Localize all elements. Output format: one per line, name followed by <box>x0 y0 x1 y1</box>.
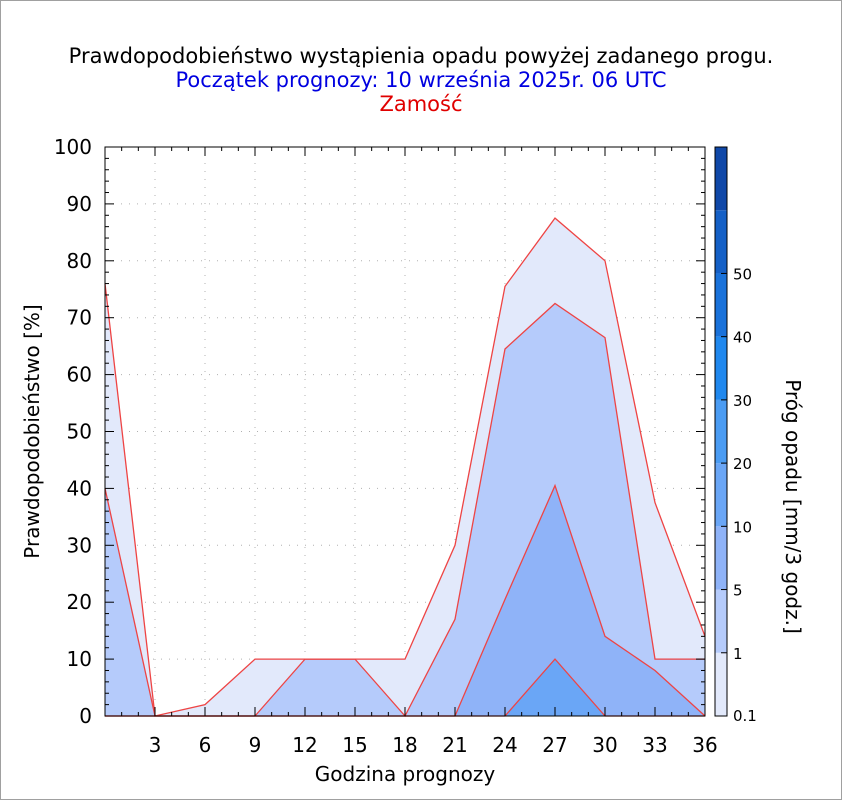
y-tick-label: 30 <box>67 533 92 557</box>
y-tick-label: 50 <box>67 420 92 444</box>
y-tick-label: 90 <box>67 192 92 216</box>
x-tick-label: 18 <box>392 733 417 757</box>
x-tick-label: 12 <box>292 733 317 757</box>
colorbar-tick-label: 10 <box>733 518 752 536</box>
x-tick-label: 15 <box>342 733 367 757</box>
y-tick-label: 80 <box>67 249 92 273</box>
x-tick-label: 33 <box>642 733 667 757</box>
y-tick-label: 40 <box>67 476 92 500</box>
colorbar-tick-label: 40 <box>733 329 752 347</box>
colorbar-tick-label: 50 <box>733 265 752 283</box>
chart-subtitle: Początek prognozy: 10 września 2025r. 06… <box>175 68 667 92</box>
x-tick-label: 24 <box>492 733 517 757</box>
x-tick-label: 30 <box>592 733 617 757</box>
colorbar-band <box>715 526 727 590</box>
y-tick-label: 60 <box>67 363 92 387</box>
x-tick-label: 9 <box>249 733 262 757</box>
x-tick-label: 27 <box>542 733 567 757</box>
colorbar-band <box>715 336 727 400</box>
x-tick-label: 3 <box>149 733 162 757</box>
colorbar-tick-label: 0.1 <box>733 707 757 725</box>
colorbar-band <box>715 652 727 716</box>
chart-title: Prawdopodobieństwo wystąpienia opadu pow… <box>68 44 774 68</box>
colorbar-band <box>715 210 727 274</box>
x-tick-label: 21 <box>442 733 467 757</box>
colorbar-band <box>715 273 727 337</box>
y-tick-label: 10 <box>67 647 92 671</box>
colorbar-label: Próg opadu [mm/3 godz.] <box>781 379 805 634</box>
colorbar-tick-label: 5 <box>733 582 743 600</box>
colorbar-band <box>715 147 727 211</box>
y-tick-label: 20 <box>67 590 92 614</box>
colorbar-tick-label: 20 <box>733 455 752 473</box>
y-tick-label: 100 <box>54 135 92 159</box>
area-threshold-10 <box>105 659 705 716</box>
y-tick-label: 0 <box>79 704 92 728</box>
x-axis-label: Godzina prognozy <box>315 762 496 786</box>
colorbar-band <box>715 463 727 527</box>
colorbar-tick-label: 1 <box>733 645 743 663</box>
x-tick-label: 6 <box>199 733 212 757</box>
y-tick-label: 70 <box>67 306 92 330</box>
chart-location: Zamość <box>379 92 463 116</box>
colorbar-band <box>715 399 727 464</box>
colorbar-band <box>715 589 727 653</box>
x-tick-label: 36 <box>692 733 717 757</box>
y-axis-label: Prawdopodobieństwo [%] <box>20 304 44 558</box>
line-threshold-0-1 <box>104 217 706 717</box>
colorbar-tick-label: 30 <box>733 392 752 410</box>
